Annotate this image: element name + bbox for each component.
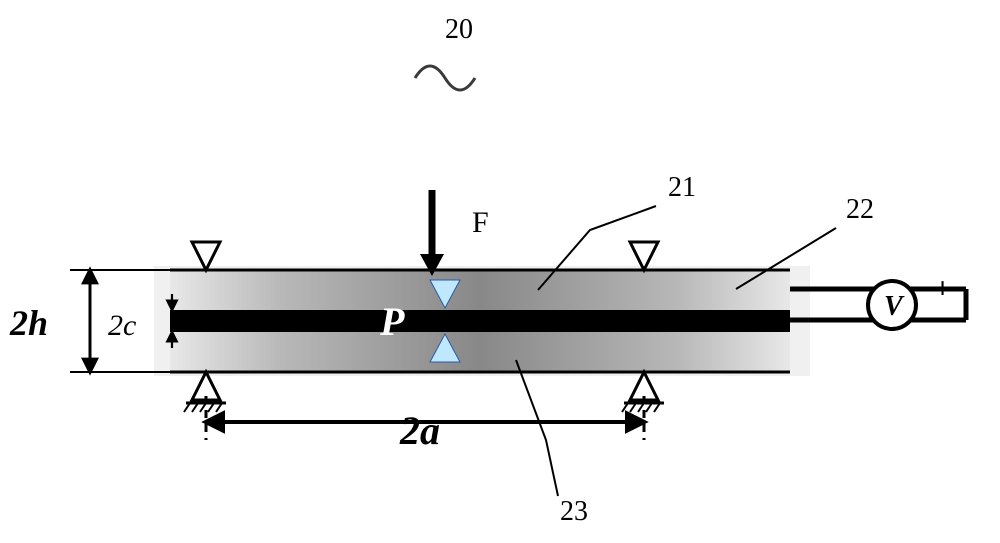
- label-P: P: [379, 299, 405, 344]
- label-F: F: [472, 206, 489, 239]
- label-2h: 2h: [9, 303, 48, 343]
- label-minus: -: [838, 267, 849, 304]
- figure-number: 20: [445, 14, 473, 45]
- label-2a: 2a: [399, 408, 440, 453]
- diagram-svg: P F 20 2h 2c 2a 21 22 23 V - +: [0, 0, 1000, 543]
- support-bot-left: [192, 372, 220, 400]
- tilde-icon: [415, 66, 475, 90]
- support-top-right: [630, 242, 658, 270]
- callout-21: 21: [668, 172, 696, 203]
- label-V: V: [884, 291, 905, 322]
- callout-line-23: [516, 360, 558, 496]
- callout-23: 23: [560, 496, 588, 527]
- support-top-left: [192, 242, 220, 270]
- core: [170, 310, 790, 332]
- support-bot-right: [630, 372, 658, 400]
- label-plus: +: [934, 272, 951, 305]
- plate-top: [170, 270, 790, 310]
- label-2c: 2c: [108, 309, 136, 342]
- plate-bottom: [170, 332, 790, 372]
- callout-22: 22: [846, 194, 874, 225]
